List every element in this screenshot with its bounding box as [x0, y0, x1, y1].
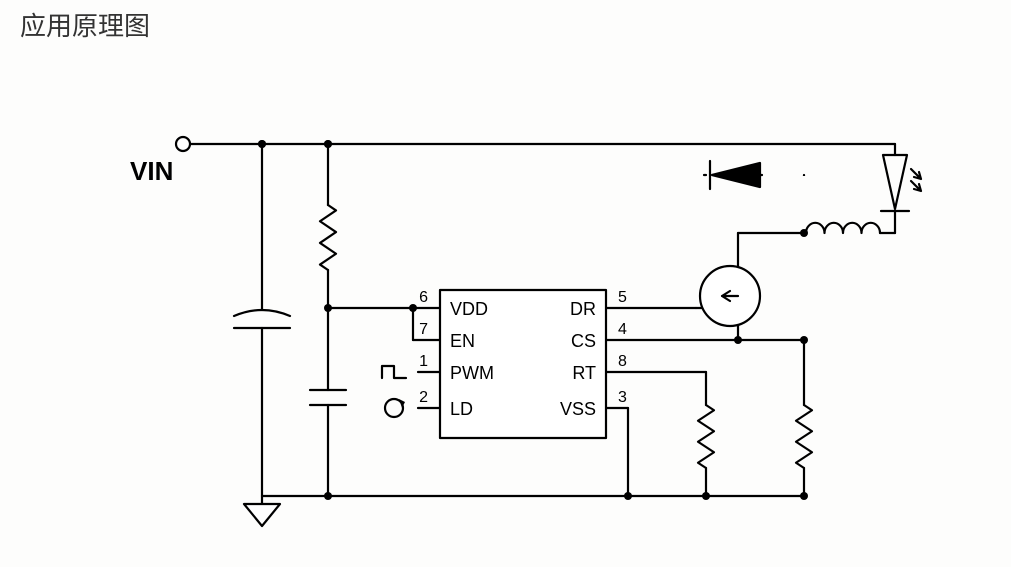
svg-text:RT: RT: [572, 363, 596, 383]
svg-text:LD: LD: [450, 399, 473, 419]
svg-text:2: 2: [419, 389, 428, 406]
svg-text:6: 6: [419, 289, 428, 306]
svg-text:5: 5: [618, 289, 627, 306]
svg-text:DR: DR: [570, 299, 596, 319]
svg-text:VIN: VIN: [130, 156, 173, 186]
svg-text:PWM: PWM: [450, 363, 494, 383]
svg-text:CS: CS: [571, 331, 596, 351]
svg-text:VSS: VSS: [560, 399, 596, 419]
svg-text:VDD: VDD: [450, 299, 488, 319]
svg-text:8: 8: [618, 353, 627, 370]
svg-text:3: 3: [618, 389, 627, 406]
svg-text:1: 1: [419, 353, 428, 370]
schematic-canvas: VIN 6 VDD 5 DR 7 EN 4 CS 1 PWM 8 RT 2 LD 3 VSS: [0, 0, 1011, 567]
svg-text:EN: EN: [450, 331, 475, 351]
svg-text:4: 4: [618, 321, 627, 338]
svg-text:7: 7: [419, 321, 428, 338]
